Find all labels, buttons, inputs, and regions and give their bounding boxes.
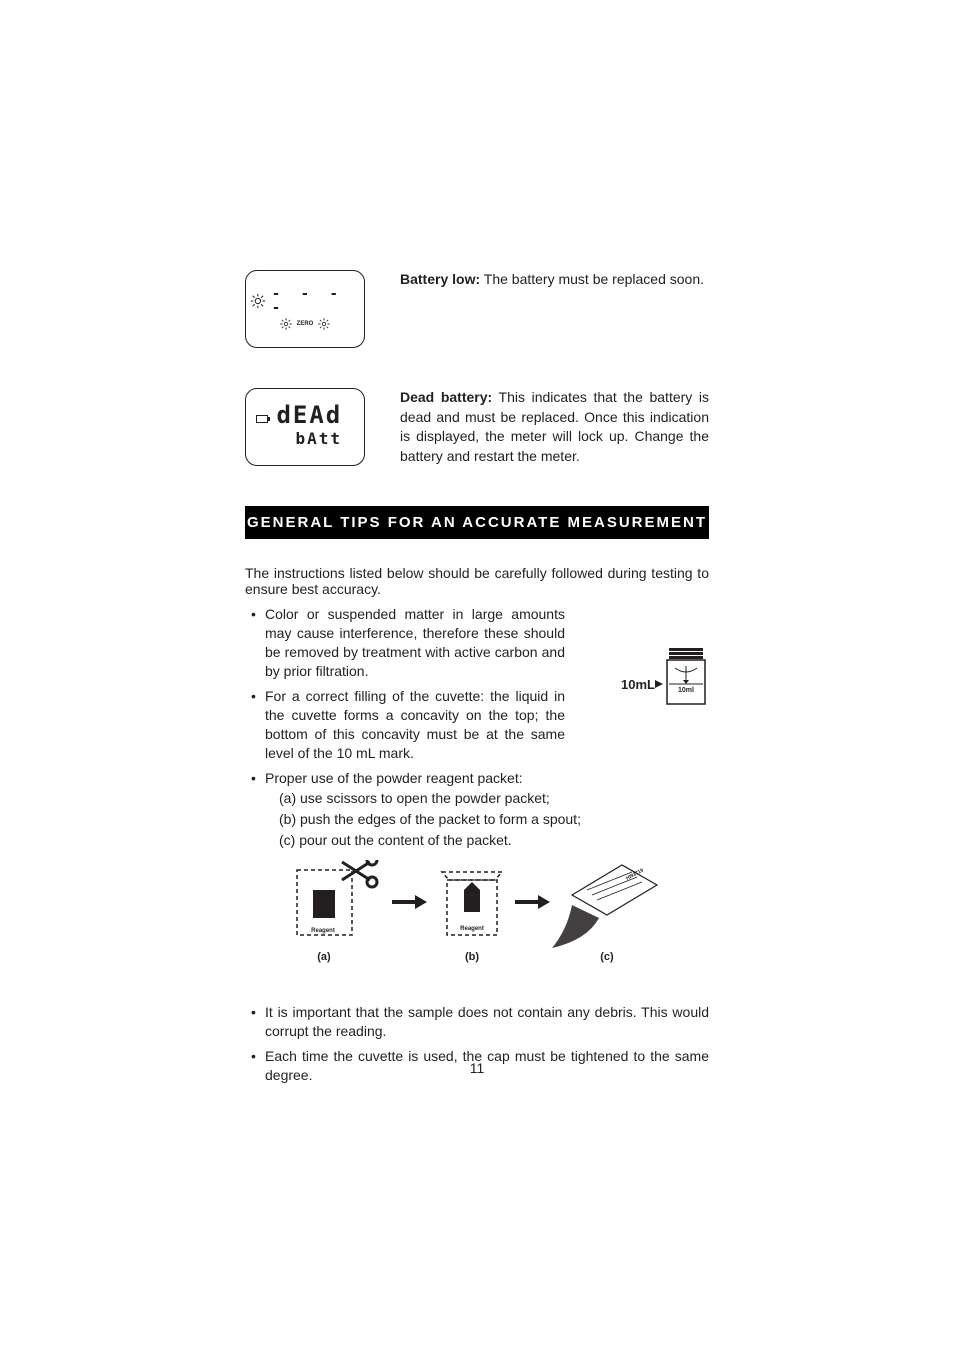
manual-page: - - - - ZERO (0, 0, 954, 1351)
lcd-dash-text: - - - - (272, 287, 360, 315)
cuvette-mark-text: 10ml (678, 687, 694, 694)
cuvette-figure: 10ml 10mL (619, 646, 709, 711)
arrow-icon-1 (392, 895, 427, 909)
tip-color: Color or suspended matter in large amoun… (245, 605, 565, 681)
reagent-c-code: HI93719 (625, 868, 645, 882)
intro-text: The instructions listed below should be … (245, 565, 709, 597)
reagent-c-caption: (c) (600, 951, 614, 963)
tip-reagent-c: (c) pour out the content of the packet. (265, 831, 709, 850)
sun-small-icon-2 (317, 317, 331, 331)
tip-reagent-text: Proper use of the powder reagent packet: (265, 770, 523, 786)
reagent-c-group: HI93719 (c) (552, 865, 657, 963)
lcd-row-battery-low: - - - - ZERO (245, 270, 709, 348)
reagent-a-group: Reagent (a) (297, 860, 377, 963)
reagent-b-caption: (b) (465, 951, 479, 963)
battery-icon (256, 415, 268, 423)
section-title: GENERAL TIPS FOR AN ACCURATE MEASUREMENT (245, 506, 709, 539)
tip-debris: It is important that the sample does not… (245, 1003, 709, 1041)
tip-reagent-packet: Proper use of the powder reagent packet:… (245, 769, 709, 851)
lcd-zero-label: ZERO (297, 321, 314, 327)
lcd-dead-battery-desc: Dead battery: This indicates that the ba… (400, 388, 709, 466)
battery-low-label: Battery low: (400, 271, 480, 287)
reagent-a-label: Reagent (311, 928, 335, 934)
lcd-batt-text: bAtt (295, 428, 342, 450)
sun-small-icon (279, 317, 293, 331)
lcd-battery-low-desc: Battery low: The battery must be replace… (400, 270, 704, 290)
reagent-b-group: Reagent (b) (442, 872, 502, 963)
lcd-dead-line1: dEAd (256, 403, 342, 428)
lcd-dashes: - - - - (250, 287, 360, 315)
tips-list: Color or suspended matter in large amoun… (245, 605, 709, 850)
arrow-icon-2 (515, 895, 550, 909)
lcd-dead-battery-icon: dEAd bAtt (245, 388, 365, 466)
reagent-diagram: Reagent (a) Reage (287, 860, 667, 975)
tip-reagent-b: (b) push the edges of the packet to form… (265, 810, 709, 829)
tip-reagent-a: (a) use scissors to open the powder pack… (265, 789, 709, 808)
reagent-svg: Reagent (a) Reage (287, 860, 667, 970)
lcd-dead-text: dEAd (276, 401, 342, 429)
cuvette-svg: 10ml 10mL (619, 646, 709, 706)
page-number: 11 (0, 1060, 954, 1076)
reagent-a-caption: (a) (317, 951, 331, 963)
lcd-zero-row: ZERO (279, 317, 332, 331)
reagent-b-label: Reagent (460, 926, 484, 932)
sun-icon (250, 292, 266, 310)
lcd-row-dead-battery: dEAd bAtt Dead battery: This indicates t… (245, 388, 709, 466)
battery-low-text: The battery must be replaced soon. (484, 271, 704, 287)
lcd-battery-low-icon: - - - - ZERO (245, 270, 365, 348)
cuvette-label-text: 10mL (621, 677, 655, 692)
tip-cuvette-fill: For a correct filling of the cuvette: th… (245, 687, 565, 763)
dead-battery-label: Dead battery: (400, 389, 492, 405)
